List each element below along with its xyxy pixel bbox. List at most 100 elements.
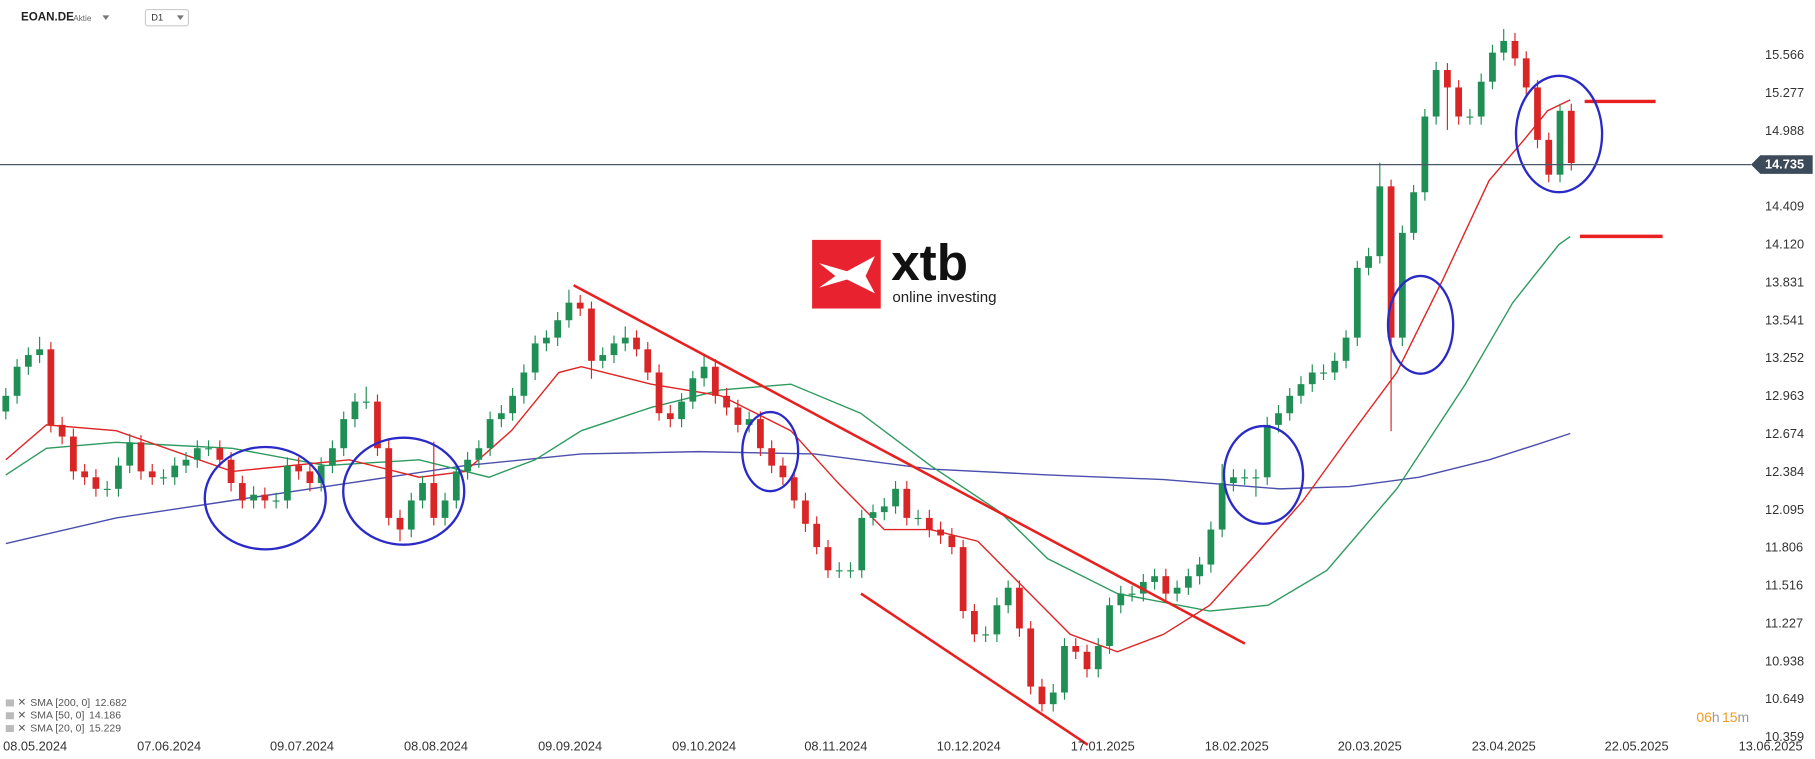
candle-body [903,488,911,518]
y-tick-label: 10.359 [1765,729,1804,744]
candle-body [115,465,122,489]
candle-body [790,477,798,501]
candle-body [81,471,89,478]
x-tick-label: 17.01.2025 [1071,739,1135,754]
candle-body [858,517,866,571]
candle-body [92,477,100,489]
candle-body [554,320,562,338]
candle-body [1252,477,1260,479]
candle-body [1376,186,1384,257]
legend-value: 14.186 [89,711,121,722]
candle-body [689,378,697,402]
candle-body [284,465,291,501]
timer-h: h [1712,709,1720,725]
legend-name: SMA [200, 0] [30,698,90,709]
candle-body [1038,686,1046,705]
candle-body [655,372,663,414]
candle-body [993,605,1001,635]
candle-body [565,302,573,321]
candle-body [678,401,685,420]
y-tick-label: 11.516 [1765,578,1803,593]
x-tick-label: 09.10.2024 [672,739,736,754]
candle-body [464,459,471,472]
y-tick-label: 14.409 [1765,199,1804,214]
x-tick-label: 08.05.2024 [3,739,67,754]
candle-body [711,366,719,396]
plot [2,29,1575,712]
candle-body [1331,360,1339,373]
candle-body [1534,87,1541,140]
candle-body [813,523,821,548]
candle-body [1444,70,1451,88]
candle-body [621,337,629,344]
axis: 15.566 15.277 14.988 14.409 14.120 13.831 13.5… [0,47,1813,754]
x-tick-label: 07.06.2024 [137,739,201,754]
legend-entry: SMA [200, 0] 12.682 [30,698,127,709]
y-tick-label: 15.277 [1765,85,1804,100]
candle-body [610,343,618,356]
interval[interactable]: D1 [151,13,163,23]
highlight-ellipse [1386,274,1455,375]
candle-body [452,471,460,501]
candle-body [238,483,246,501]
logo-name: xtb [891,234,968,291]
candle-body [1049,692,1057,705]
candle-body [261,494,269,501]
y-tick-label: 11.227 [1765,616,1803,631]
candle-body [1218,483,1226,530]
candle-body [216,448,224,460]
candle-body [1455,87,1463,117]
candle-body [250,494,257,501]
candle-body [36,349,43,356]
symbol-dropdown[interactable] [102,15,110,20]
highlight-ellipse [741,410,800,493]
legend-close: ✕ [17,711,26,722]
candle-body [1106,605,1113,647]
candle-body [1061,646,1068,693]
candle-body [13,366,21,396]
candle-body [1410,192,1417,233]
candle-body [520,372,528,396]
legend-entry: SMA [20, 0] 15.229 [30,723,121,734]
candle-body [351,401,359,420]
x-tick-label: 09.07.2024 [270,739,334,754]
candle-body [925,517,933,530]
legend-name: SMA [50, 0] [30,711,84,722]
candle-body [509,395,517,414]
candle-body [1072,646,1080,652]
candle-body [824,547,832,571]
candle-body [633,337,640,350]
candle-body [160,477,167,479]
candle-body [1184,576,1192,588]
highlight-ellipse [1222,424,1305,525]
last-price-box [1751,155,1813,174]
candle-body [531,343,539,373]
candle-body [1365,256,1372,268]
candle-body [723,395,730,408]
candle-body [137,442,145,472]
legend-value: 12.682 [95,698,127,709]
candle-body [272,500,280,502]
candle-body [892,488,899,507]
candle-body [103,488,111,490]
interval-box[interactable] [144,8,190,27]
candle-body [1173,587,1181,594]
y-tick-label: 14.988 [1765,123,1804,138]
candle-body [1128,593,1136,595]
y-tick-label: 12.095 [1765,502,1804,517]
symbol[interactable]: EOAN.DE [21,11,74,24]
x-tick-label: 23.04.2025 [1472,739,1536,754]
candle-body [419,483,426,501]
candle-body [1094,646,1102,670]
y-tick-label: 14.120 [1765,237,1804,252]
candle-body [24,355,32,367]
legend-close: ✕ [17,723,26,734]
candle-body [1083,651,1091,670]
candle-body [126,442,134,466]
candle-body [1342,337,1350,361]
candle-body [1489,52,1496,82]
candle-body [959,547,967,612]
candle-body [1477,81,1485,117]
candle-body [1353,267,1361,338]
candle-body [982,634,990,636]
